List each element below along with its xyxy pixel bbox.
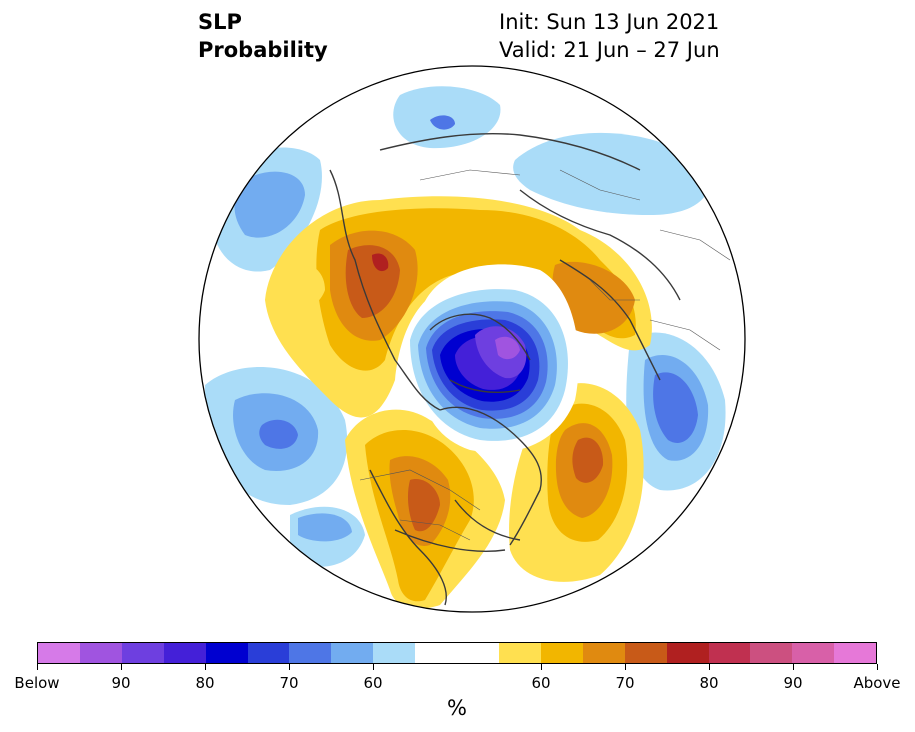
colorbar-tick xyxy=(121,664,122,670)
colorbar-cell xyxy=(708,643,751,663)
polar-map xyxy=(198,65,746,613)
colorbar-tick-label: Above xyxy=(853,674,901,692)
colorbar-cell xyxy=(331,643,374,663)
colorbar-tick xyxy=(541,664,542,670)
colorbar-cell xyxy=(750,643,793,663)
colorbar xyxy=(37,642,877,664)
colorbar-tick-label: 60 xyxy=(363,674,383,692)
colorbar-cell xyxy=(624,643,667,663)
colorbar-cell xyxy=(205,643,248,663)
colorbar-tick-label: 90 xyxy=(111,674,131,692)
arctic-low-center xyxy=(410,264,579,453)
above-normal-regions xyxy=(265,196,652,609)
colorbar-cell xyxy=(247,643,290,663)
coastlines xyxy=(329,132,681,606)
title-left: SLP Probability xyxy=(198,8,328,64)
colorbar-tick xyxy=(625,664,626,670)
title-subtitle: Probability xyxy=(198,38,328,62)
colorbar-tick xyxy=(709,664,710,670)
colorbar-ticks xyxy=(37,664,878,670)
colorbar-tick-label: 90 xyxy=(783,674,803,692)
colorbar-tick xyxy=(793,664,794,670)
colorbar-cell xyxy=(373,643,416,663)
colorbar-cell xyxy=(457,643,499,663)
colorbar-cell xyxy=(792,643,835,663)
colorbar-cell xyxy=(415,643,458,663)
colorbar-tick-label: 70 xyxy=(615,674,635,692)
colorbar-tick-label: 70 xyxy=(279,674,299,692)
colorbar-tick xyxy=(373,664,374,670)
colorbar-tick-label: 80 xyxy=(699,674,719,692)
title-variable: SLP xyxy=(198,10,242,34)
map-boundary xyxy=(198,65,746,613)
title-right: Init: Sun 13 Jun 2021 Valid: 21 Jun – 27… xyxy=(499,8,720,64)
colorbar-tick-label: 80 xyxy=(195,674,215,692)
colorbar-tick xyxy=(877,664,878,670)
colorbar-cell xyxy=(834,643,877,663)
colorbar-cell xyxy=(582,643,625,663)
colorbar-cell xyxy=(79,643,122,663)
colorbar-cell xyxy=(498,643,541,663)
colorbar-tick xyxy=(289,664,290,670)
colorbar-cell xyxy=(289,643,332,663)
colorbar-cell xyxy=(540,643,583,663)
colorbar-tick-label: Below xyxy=(14,674,60,692)
colorbar-cell xyxy=(121,643,164,663)
colorbar-tick xyxy=(37,664,38,670)
colorbar-cell xyxy=(38,643,80,663)
colorbar-cell xyxy=(163,643,206,663)
valid-range: Valid: 21 Jun – 27 Jun xyxy=(499,38,720,62)
borders xyxy=(359,169,731,541)
colorbar-unit: % xyxy=(447,696,467,720)
init-date: Init: Sun 13 Jun 2021 xyxy=(499,10,720,34)
colorbar-cell xyxy=(666,643,709,663)
colorbar-tick-label: 60 xyxy=(531,674,551,692)
colorbar-tick xyxy=(205,664,206,670)
